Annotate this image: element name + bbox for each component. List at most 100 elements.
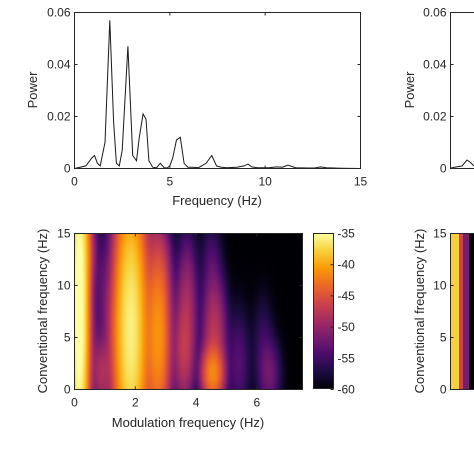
heatmap-cell xyxy=(226,297,229,300)
heatmap-cell xyxy=(274,245,277,248)
heatmap-cell xyxy=(190,271,193,274)
heatmap-cell xyxy=(206,309,209,312)
heatmap-cell xyxy=(148,305,151,308)
heatmap-cell xyxy=(204,259,207,262)
heatmap-cell xyxy=(104,265,107,268)
heatmap-cell xyxy=(94,311,97,314)
heatmap-cell xyxy=(186,243,189,246)
heatmap-cell xyxy=(152,297,155,300)
heatmap-cell xyxy=(270,237,273,240)
heatmap-cell xyxy=(222,299,225,302)
heatmap-cell xyxy=(74,285,77,288)
heatmap-cell xyxy=(204,285,207,288)
heatmap-cell xyxy=(126,249,129,252)
heatmap-cell xyxy=(142,247,145,250)
heatmap-cell xyxy=(248,251,251,254)
y-tick-label: 0 xyxy=(64,162,71,176)
heatmap-cell xyxy=(288,251,291,254)
heatmap-cell xyxy=(182,253,185,256)
heatmap-cell xyxy=(224,253,227,256)
heatmap-cell xyxy=(214,293,217,296)
heatmap-cell xyxy=(220,307,223,310)
heatmap-cell xyxy=(260,235,263,238)
heatmap-cell xyxy=(272,275,275,278)
heatmap-cell xyxy=(122,269,125,272)
heatmap-cell xyxy=(240,233,243,236)
heatmap-cell xyxy=(214,261,217,264)
heatmap-cell xyxy=(224,301,227,304)
heatmap-cell xyxy=(198,271,201,274)
heatmap-cell xyxy=(296,251,299,254)
heatmap-cell xyxy=(126,273,129,276)
heatmap-cell xyxy=(284,299,287,302)
heatmap-cell xyxy=(298,291,301,294)
heatmap-cell xyxy=(100,265,103,268)
heatmap-cell xyxy=(102,277,105,280)
heatmap-cell xyxy=(178,287,181,290)
heatmap-cell xyxy=(184,233,187,236)
heatmap-cell xyxy=(238,249,241,252)
heatmap-cell xyxy=(156,299,159,302)
heatmap-cell xyxy=(220,313,223,316)
heatmap-cell xyxy=(162,247,165,250)
heatmap-cell xyxy=(236,285,239,288)
heatmap-cell xyxy=(86,243,89,246)
heatmap-cell xyxy=(136,287,139,290)
heatmap-cell xyxy=(220,261,223,264)
heatmap-cell xyxy=(118,249,121,252)
heatmap-cell xyxy=(226,295,229,298)
heatmap-cell xyxy=(76,277,79,280)
heatmap-cell xyxy=(164,247,167,250)
heatmap-cell xyxy=(130,303,133,306)
heatmap-cell xyxy=(200,273,203,276)
heatmap-cell xyxy=(76,249,79,252)
heatmap-cell xyxy=(122,237,125,240)
heatmap-cell xyxy=(116,239,119,242)
heatmap-cell xyxy=(108,247,111,250)
heatmap-cell xyxy=(74,293,77,296)
heatmap-cell xyxy=(300,247,303,250)
heatmap-cell xyxy=(194,299,197,302)
heatmap-cell xyxy=(102,257,105,260)
heatmap-cell xyxy=(292,269,295,272)
heatmap-cell xyxy=(114,273,117,276)
heatmap-cell xyxy=(80,255,83,258)
heatmap-cell xyxy=(276,277,279,280)
heatmap-cell xyxy=(80,269,83,272)
heatmap-cell xyxy=(226,267,229,270)
heatmap-cell xyxy=(80,241,83,244)
heatmap-cell xyxy=(110,303,113,306)
heatmap-cell xyxy=(136,293,139,296)
heatmap-cell xyxy=(150,253,153,256)
heatmap-cell xyxy=(138,291,141,294)
heatmap-cell xyxy=(104,277,107,280)
heatmap-cell xyxy=(146,271,149,274)
heatmap-cell xyxy=(220,281,223,284)
heatmap-cell xyxy=(202,281,205,284)
heatmap-cell xyxy=(172,241,175,244)
heatmap-cell xyxy=(82,239,85,242)
heatmap-cell xyxy=(164,267,167,270)
heatmap-cell xyxy=(150,235,153,238)
heatmap-cell xyxy=(290,307,293,310)
heatmap-cell xyxy=(138,249,141,252)
heatmap-cell xyxy=(298,297,301,300)
heatmap-cell xyxy=(88,279,91,282)
heatmap-cell xyxy=(148,319,151,322)
heatmap-cell xyxy=(282,245,285,248)
heatmap-cell xyxy=(114,243,117,246)
heatmap-cell xyxy=(214,279,217,282)
heatmap-cell xyxy=(194,293,197,296)
heatmap-cell xyxy=(254,233,257,236)
heatmap-cell xyxy=(188,281,191,284)
heatmap-cell xyxy=(152,295,155,298)
heatmap-cell xyxy=(166,281,169,284)
heatmap-cell xyxy=(258,239,261,242)
heatmap-cell xyxy=(208,269,211,272)
heatmap-cell xyxy=(286,233,289,236)
heatmap-cell xyxy=(106,303,109,306)
heatmap-cell xyxy=(164,299,167,302)
heatmap-cell xyxy=(270,307,273,310)
heatmap-cell xyxy=(290,237,293,240)
heatmap-cell xyxy=(164,269,167,272)
